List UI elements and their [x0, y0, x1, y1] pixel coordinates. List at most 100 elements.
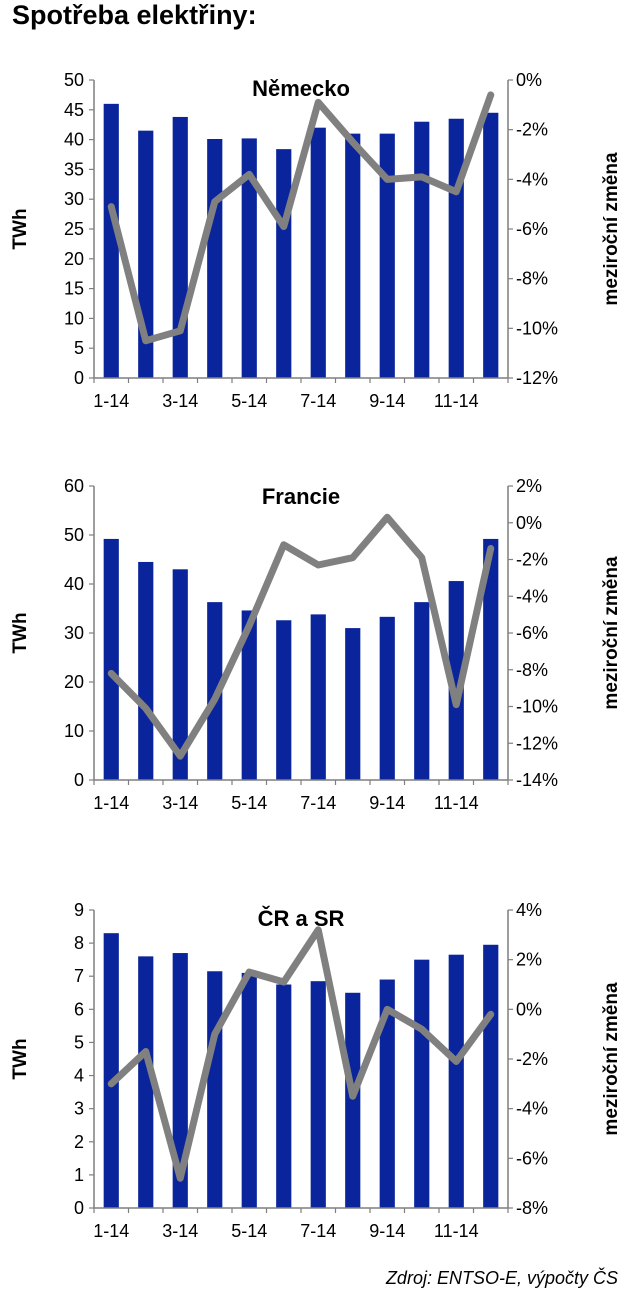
chart-germany: 0 5 10 15 20 25 30 35 40 45 50 -12% -10% -8% -6% -4% -2%… [10, 70, 622, 411]
y-tick-label: 10 [64, 308, 84, 328]
x-tick-label: 11-14 [434, 1221, 479, 1241]
y2-tick-label: -8% [516, 269, 548, 289]
x-tick-label: 11-14 [434, 391, 479, 411]
x-tick-label: 7-14 [300, 793, 336, 813]
y-tick-label: 2 [74, 1132, 84, 1152]
x-tick-label: 3-14 [162, 793, 198, 813]
bar-france-5-14 [241, 610, 257, 780]
y-tick-label: 3 [74, 1099, 84, 1119]
bar-germany-8-14 [345, 133, 361, 378]
bar-germany-5-14 [241, 138, 257, 378]
bar-germany-10-14 [414, 121, 430, 378]
bar-france-2-14 [138, 561, 154, 780]
bar-germany-4-14 [207, 139, 223, 378]
bar-germany-6-14 [276, 149, 292, 378]
x-tick-label: 1-14 [93, 1221, 129, 1241]
x-tick-label: 9-14 [369, 391, 405, 411]
bar-germany-7-14 [310, 127, 326, 379]
bar-cr-sr-5-14 [241, 972, 257, 1208]
bar-france-6-14 [276, 620, 292, 780]
chart-cr-sr: 0 1 2 3 4 5 6 7 8 9 -8% -6% -4% -2% 0% 2% 4% 1-14 3-14 5-14… [10, 900, 622, 1241]
y2-tick-label: -4% [516, 1099, 548, 1119]
x-tick-label: 5-14 [231, 793, 267, 813]
y2-tick-label: -2% [516, 1049, 548, 1069]
bar-france-8-14 [345, 628, 361, 780]
y-tick-label: 0 [74, 770, 84, 790]
x-tick-label: 1-14 [93, 391, 129, 411]
bar-france-3-14 [172, 569, 188, 780]
yoy-change-line-germany [107, 91, 495, 345]
bar-cr-sr-10-14 [414, 959, 430, 1208]
y-tick-label: 15 [64, 279, 84, 299]
x-tick-label: 5-14 [231, 391, 267, 411]
y-tick-label: 0 [74, 1198, 84, 1218]
y-tick-label: 7 [74, 966, 84, 986]
y2-tick-label: -4% [516, 586, 548, 606]
bar-cr-sr-2-14 [138, 956, 154, 1208]
y2-tick-label: -8% [516, 1198, 548, 1218]
bar-germany-1-14 [103, 103, 119, 378]
x-tick-label: 3-14 [162, 1221, 198, 1241]
bar-germany-11-14 [448, 118, 464, 379]
bar-cr-sr-6-14 [276, 984, 292, 1208]
bar-france-11-14 [448, 581, 464, 780]
y2-tick-label: -8% [516, 660, 548, 680]
y-tick-label: 20 [64, 249, 84, 269]
y-tick-label: 1 [74, 1165, 84, 1185]
y-tick-label: 8 [74, 933, 84, 953]
y2-tick-label: -2% [516, 550, 548, 570]
y-tick-label: 6 [74, 999, 84, 1019]
yoy-change-line-cr-sr [107, 926, 495, 1182]
y-tick-label: 50 [64, 525, 84, 545]
chart-title: Francie [262, 484, 340, 509]
y2-tick-label: -6% [516, 219, 548, 239]
y-tick-label: 25 [64, 219, 84, 239]
chart-panel-germany: 0 5 10 15 20 25 30 35 40 45 50 -12% -10% -8% -6% -4% -2%… [0, 60, 640, 420]
x-tick-label: 1-14 [93, 793, 129, 813]
y-tick-label: 30 [64, 623, 84, 643]
y-tick-label: 0 [74, 368, 84, 388]
x-tick-label: 9-14 [369, 793, 405, 813]
x-tick-label: 7-14 [300, 391, 336, 411]
bar-germany-3-14 [172, 116, 188, 378]
bar-germany-9-14 [379, 133, 395, 378]
y2-axis-title: meziroční změna [601, 152, 622, 306]
x-tick-label: 5-14 [231, 1221, 267, 1241]
y2-tick-label: 0% [516, 999, 542, 1019]
chart-panel-france: 0 10 20 30 40 50 60 -14% -12% -10% -8% -6% -4% -2% 0% 2… [0, 468, 640, 828]
y2-tick-label: -10% [516, 318, 558, 338]
y-tick-label: 9 [74, 900, 84, 920]
y-tick-label: 20 [64, 672, 84, 692]
yoy-change-line-france [107, 513, 495, 760]
bar-cr-sr-9-14 [379, 979, 395, 1208]
y2-tick-label: 2% [516, 476, 542, 496]
y2-tick-label: -4% [516, 169, 548, 189]
y-tick-label: 35 [64, 159, 84, 179]
bar-cr-sr-4-14 [207, 971, 223, 1208]
y-axis-title: TWh [10, 208, 31, 249]
bar-cr-sr-1-14 [103, 933, 119, 1208]
y-tick-label: 5 [74, 1032, 84, 1052]
y-tick-label: 40 [64, 574, 84, 594]
y2-tick-label: -6% [516, 623, 548, 643]
x-tick-label: 7-14 [300, 1221, 336, 1241]
y-tick-label: 45 [64, 100, 84, 120]
bar-cr-sr-3-14 [172, 953, 188, 1208]
chart-panel-cr-sr: 0 1 2 3 4 5 6 7 8 9 -8% -6% -4% -2% 0% 2% 4% 1-14 3-14 5-14… [0, 890, 640, 1250]
y2-tick-label: 0% [516, 513, 542, 533]
y2-tick-label: -12% [516, 733, 558, 753]
y2-axis-title: meziroční změna [601, 556, 622, 710]
bar-cr-sr-12-14 [483, 944, 499, 1208]
y-tick-label: 30 [64, 189, 84, 209]
y2-axis-title: meziroční změna [601, 982, 622, 1136]
y2-tick-label: -2% [516, 120, 548, 140]
y2-tick-label: 2% [516, 950, 542, 970]
y2-tick-label: 4% [516, 900, 542, 920]
bar-cr-sr-7-14 [310, 981, 326, 1208]
y-tick-label: 40 [64, 130, 84, 150]
y2-tick-label: -14% [516, 770, 558, 790]
y-axis-title: TWh [10, 1038, 31, 1079]
x-tick-label: 11-14 [434, 793, 479, 813]
y-tick-label: 50 [64, 70, 84, 90]
bar-france-12-14 [483, 538, 499, 780]
